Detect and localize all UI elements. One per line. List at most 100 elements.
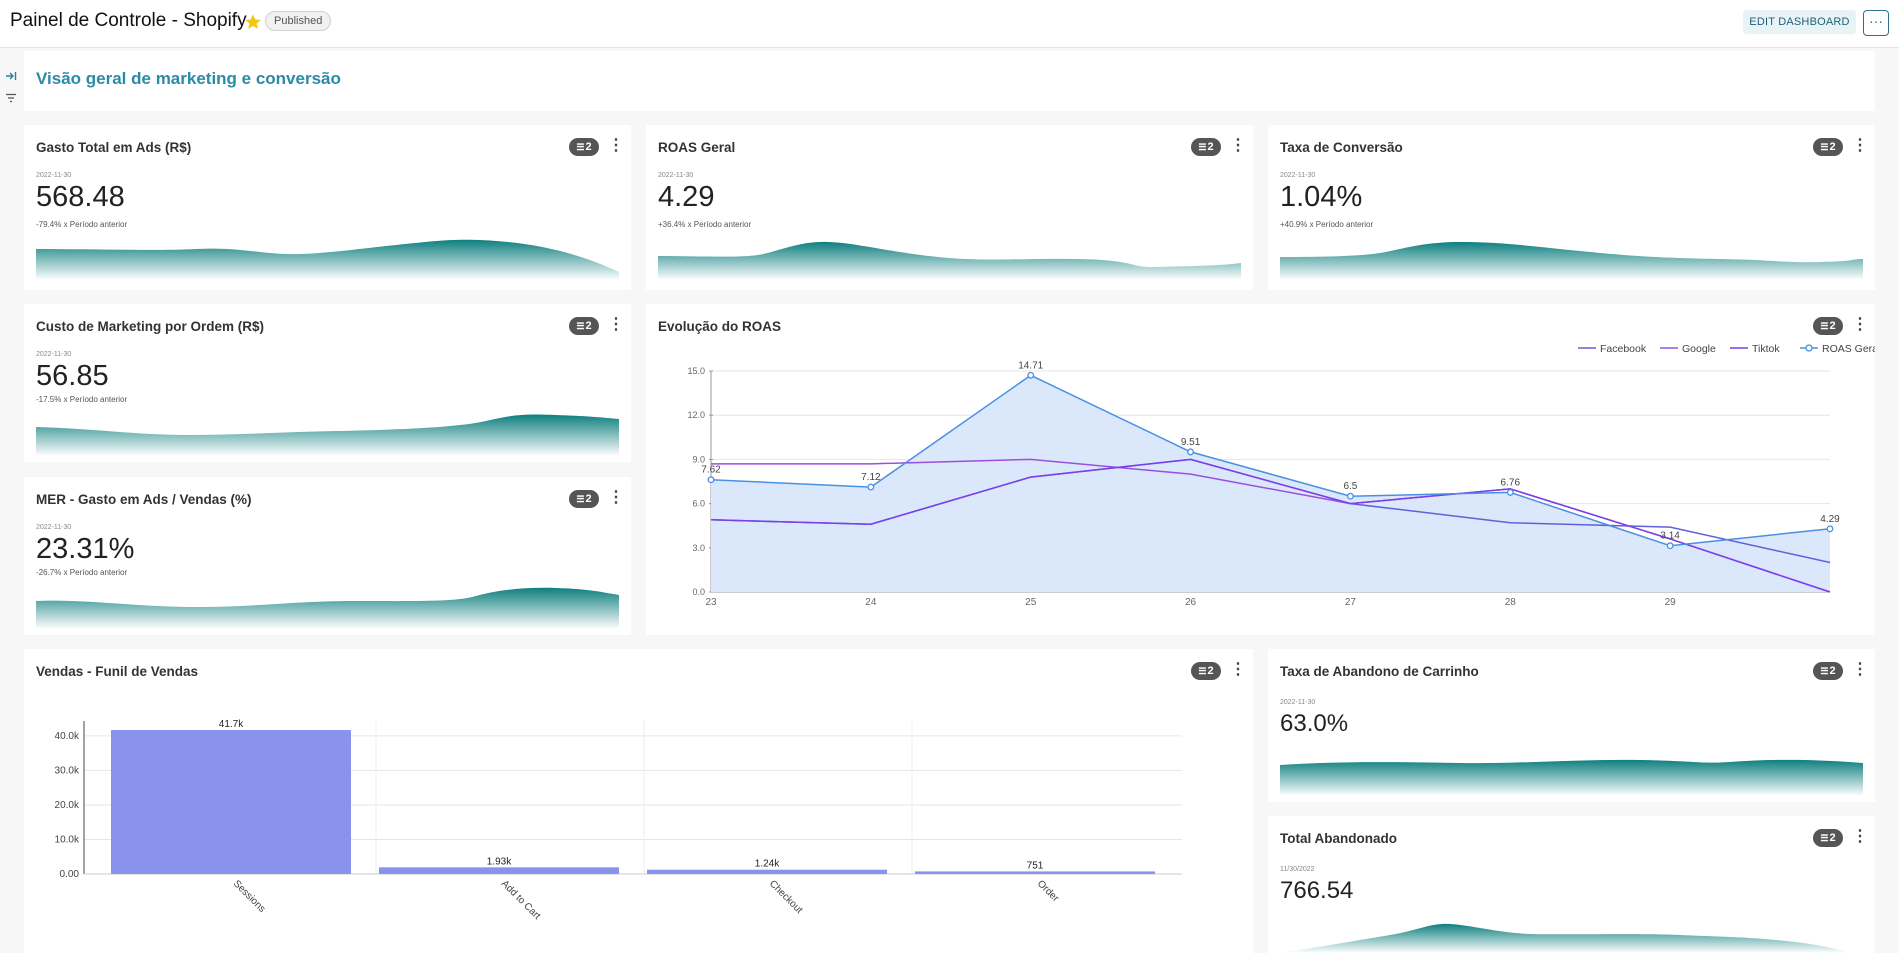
roas-point[interactable] (1826, 525, 1834, 533)
legend-label: Tiktok (1752, 343, 1780, 355)
card-title: Vendas - Funil de Vendas (36, 664, 199, 679)
kpi-value: 63.0% (1280, 710, 1349, 737)
kpi-value: 56.85 (36, 360, 109, 392)
y-tick-label: 3.0 (692, 543, 705, 553)
filter-count-badge[interactable]: ☰2 (1813, 317, 1843, 335)
card-title: Gasto Total em Ads (R$) (36, 140, 192, 155)
roas-point[interactable] (1506, 488, 1514, 496)
x-tick-label: Order (1035, 878, 1061, 904)
kpi-card-roas: ROAS Geral ☰2 ⋮ 2022-11-30 4.29 +36.4% x… (646, 125, 1253, 290)
card-title: Taxa de Abandono de Carrinho (1280, 664, 1479, 679)
x-tick-label: 27 (1345, 597, 1357, 608)
kpi-change: -79.4% x Período anterior (36, 220, 128, 229)
data-label: 3.14 (1660, 531, 1680, 542)
roas-point[interactable] (1027, 371, 1035, 379)
kpi-value: 4.29 (658, 181, 715, 213)
kpi-date: 2022-11-30 (36, 524, 72, 531)
data-label: 7.62 (701, 465, 721, 476)
kebab-menu-icon[interactable]: ⋮ (1852, 828, 1868, 845)
bar-order[interactable] (915, 871, 1155, 874)
roas-point[interactable] (867, 483, 875, 491)
collapse-sidebar-icon[interactable] (4, 69, 18, 83)
filter-icon: ☰ (1820, 666, 1829, 676)
kpi-card-mer: MER - Gasto em Ads / Vendas (%) ☰2 ⋮ 202… (24, 477, 631, 635)
filter-icon[interactable] (4, 91, 18, 105)
roas-point[interactable] (1346, 492, 1354, 500)
kpi-date: 2022-11-30 (1280, 172, 1316, 179)
filter-count-badge[interactable]: ☰2 (1813, 829, 1843, 847)
funnel-bar-chart: 0.00 10.0k 20.0k 30.0k 40.0k 41.7k Sessions 1.9… (55, 719, 1182, 922)
series-line-roas-geral (710, 374, 1831, 547)
bar-add-to-cart[interactable] (379, 867, 619, 874)
roas-point[interactable] (1187, 448, 1195, 456)
dashboard-title: Painel de Controle - Shopify (10, 10, 247, 31)
kebab-menu-icon[interactable]: ⋮ (1852, 137, 1868, 154)
data-label: 41.7k (219, 719, 244, 730)
filter-count: 2 (1829, 320, 1836, 332)
roas-point[interactable] (1666, 542, 1674, 550)
section-header-card: Visão geral de marketing e conversão (24, 51, 1875, 111)
y-tick-label: 20.0k (55, 800, 80, 811)
filter-icon: ☰ (1198, 142, 1207, 152)
legend-item[interactable]: Google (1660, 343, 1716, 355)
kpi-change: -26.7% x Período anterior (36, 568, 128, 577)
filter-count: 2 (1207, 141, 1214, 153)
chart-card-funil: Vendas - Funil de Vendas ☰2 ⋮ 0.00 10.0k 2… (24, 649, 1253, 953)
kebab-menu-icon[interactable]: ⋮ (608, 489, 624, 506)
filter-count-badge[interactable]: ☰2 (1813, 138, 1843, 156)
top-bar: Painel de Controle - Shopify Published E… (0, 0, 1899, 48)
roas-point[interactable] (707, 476, 715, 484)
kpi-value: 766.54 (1280, 877, 1354, 904)
x-tick-label: Add to Cart (499, 878, 543, 922)
star-icon[interactable] (244, 13, 262, 31)
filter-icon: ☰ (1820, 142, 1829, 152)
edit-dashboard-button[interactable]: EDIT DASHBOARD (1743, 10, 1856, 34)
data-label: 7.12 (861, 472, 881, 483)
kebab-menu-icon[interactable]: ⋮ (608, 137, 624, 154)
kpi-change: +40.9% x Período anterior (1280, 220, 1374, 229)
kpi-date: 2022-11-30 (658, 172, 694, 179)
bar-sessions[interactable] (111, 730, 351, 874)
sparkline-chart (36, 414, 619, 456)
kpi-card-custo-marketing: Custo de Marketing por Ordem (R$) ☰2 ⋮ 2… (24, 304, 631, 462)
legend-item[interactable]: ROAS Geral (1800, 343, 1875, 355)
card-title: Custo de Marketing por Ordem (R$) (36, 319, 265, 334)
y-tick-label: 9.0 (692, 454, 705, 464)
legend-label: Google (1682, 343, 1716, 355)
filter-count: 2 (1207, 665, 1214, 677)
card-title: Evolução do ROAS (658, 319, 782, 334)
kpi-value: 1.04% (1280, 181, 1363, 213)
kebab-menu-icon[interactable]: ⋮ (1852, 661, 1868, 678)
x-tick-label: 29 (1665, 597, 1677, 608)
filter-count-badge[interactable]: ☰2 (1191, 138, 1221, 156)
filter-count-badge[interactable]: ☰2 (569, 138, 599, 156)
filter-count-badge[interactable]: ☰2 (569, 490, 599, 508)
kpi-change: -17.5% x Período anterior (36, 395, 128, 404)
y-tick-label: 0.0 (692, 587, 705, 597)
legend-label: Facebook (1600, 343, 1647, 355)
legend-item[interactable]: Tiktok (1730, 343, 1780, 355)
chart-card-evolucao-roas: Evolução do ROAS ☰2 ⋮ 0.0 3.0 6.0 9.0 12.0 15… (646, 304, 1875, 635)
kpi-change: +36.4% x Período anterior (658, 220, 752, 229)
filter-count-badge[interactable]: ☰2 (1191, 662, 1221, 680)
x-tick-label: 25 (1025, 597, 1037, 608)
more-options-button[interactable]: ··· (1863, 10, 1889, 36)
sparkline-chart (1280, 923, 1863, 953)
kpi-value: 23.31% (36, 533, 135, 565)
bar-checkout[interactable] (647, 869, 887, 874)
kebab-menu-icon[interactable]: ⋮ (1230, 137, 1246, 154)
kebab-menu-icon[interactable]: ⋮ (608, 316, 624, 333)
kpi-card-conversao: Taxa de Conversão ☰2 ⋮ 2022-11-30 1.04% … (1268, 125, 1875, 290)
roas-geral-area (711, 375, 1830, 592)
data-label: 1.24k (755, 859, 780, 870)
filter-count-badge[interactable]: ☰2 (569, 317, 599, 335)
data-label: 1.93k (487, 856, 512, 867)
x-tick-label: Sessions (231, 878, 267, 914)
kpi-date: 2022-11-30 (1280, 699, 1316, 706)
filter-icon: ☰ (1198, 666, 1207, 676)
legend-item[interactable]: Facebook (1578, 343, 1647, 355)
x-tick-label: 26 (1185, 597, 1197, 608)
kpi-value: 568.48 (36, 181, 125, 213)
kpi-card-abandono: Taxa de Abandono de Carrinho ☰2 ⋮ 2022-1… (1268, 649, 1875, 802)
filter-count-badge[interactable]: ☰2 (1813, 662, 1843, 680)
